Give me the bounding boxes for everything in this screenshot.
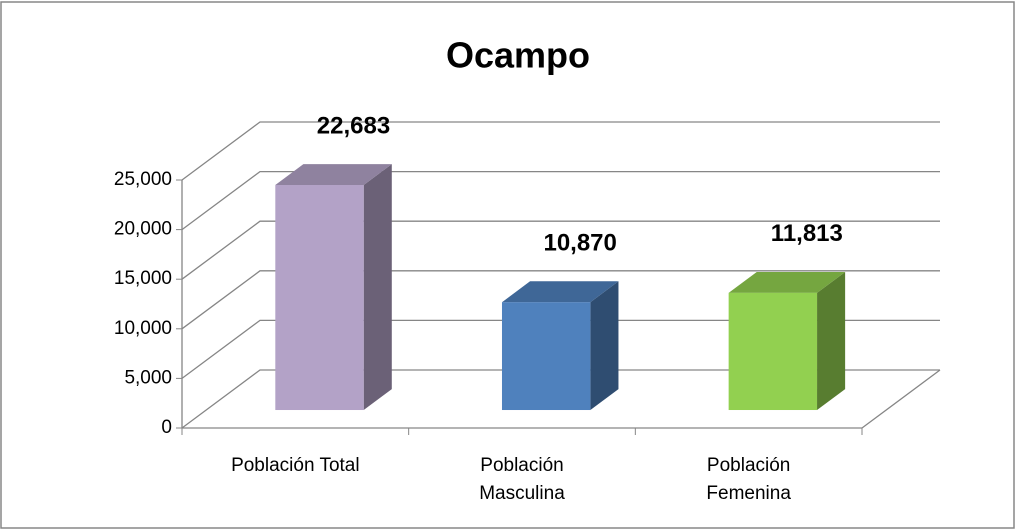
y-tick-label: 20,000 bbox=[114, 219, 172, 240]
y-tick-label: 15,000 bbox=[114, 268, 172, 289]
grid-line bbox=[181, 319, 940, 379]
bar-top bbox=[275, 164, 392, 186]
x-tick-label: Población Femenina bbox=[706, 455, 791, 504]
grid-line bbox=[181, 270, 940, 330]
y-tick-label: 10,000 bbox=[114, 318, 172, 339]
bar bbox=[728, 292, 818, 411]
bar-top bbox=[501, 281, 619, 303]
bar bbox=[501, 302, 591, 411]
bar-top bbox=[728, 271, 846, 293]
grid-line bbox=[181, 369, 940, 429]
bar-side bbox=[590, 281, 619, 411]
y-tick-label: 0 bbox=[161, 417, 172, 438]
bar-side bbox=[363, 164, 392, 411]
data-label: 11,813 bbox=[771, 220, 843, 247]
x-tick-label: Población Masculina bbox=[479, 455, 565, 504]
grid-line bbox=[181, 121, 940, 181]
grid-line bbox=[181, 170, 940, 231]
y-tick-label: 5,000 bbox=[124, 367, 172, 388]
y-tick-label: 25,000 bbox=[114, 169, 172, 190]
data-label: 22,683 bbox=[317, 112, 390, 139]
chart-title: Ocampo bbox=[446, 35, 590, 76]
bar-side bbox=[817, 271, 846, 411]
data-label: 10,870 bbox=[543, 230, 616, 257]
x-tick-label: Población Total bbox=[231, 455, 360, 476]
bar bbox=[275, 185, 364, 411]
grid-line bbox=[181, 220, 940, 280]
